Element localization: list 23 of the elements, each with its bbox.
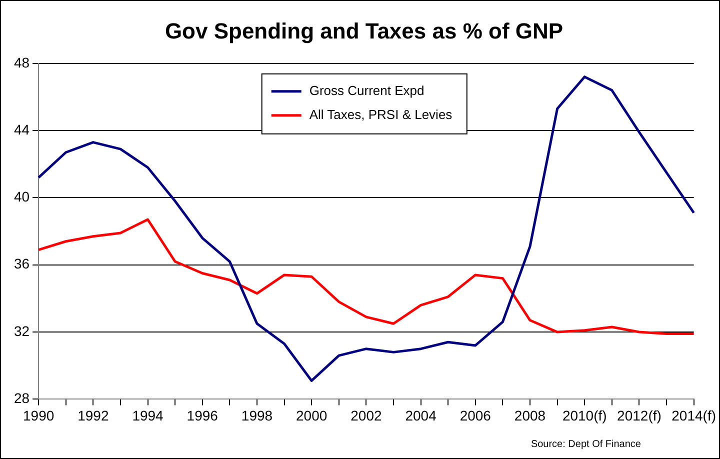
chart-title: Gov Spending and Taxes as % of GNP [164,18,564,44]
y-tick-label: 40 [14,188,30,205]
x-tick-label: 1994 [132,407,164,424]
legend-label: All Taxes, PRSI & Levies [309,106,453,122]
y-tick-label: 48 [14,54,30,70]
x-tick-label: 1998 [241,407,273,424]
x-tick-label: 1996 [186,407,218,424]
x-tick-label: 1990 [22,407,54,424]
y-tick-label: 44 [14,121,30,138]
source-note: Source: Dept Of Finance [530,439,642,450]
x-tick-label: 1992 [78,407,109,424]
x-tick-label: 2000 [296,407,328,424]
x-tick-label: 2014(f) [672,407,716,424]
x-tick-label: 2010(f) [562,407,607,424]
x-tick-label: 2002 [350,407,382,424]
x-tick-label: 2004 [405,407,437,424]
y-tick-label: 32 [14,322,30,339]
legend-label: Gross Current Expd [309,82,424,98]
x-tick-label: 2008 [514,407,546,424]
y-tick-label: 28 [14,390,30,406]
y-tick-label: 36 [14,256,30,272]
x-tick-label: 2012(f) [617,407,662,424]
x-tick-label: 2006 [460,407,492,424]
